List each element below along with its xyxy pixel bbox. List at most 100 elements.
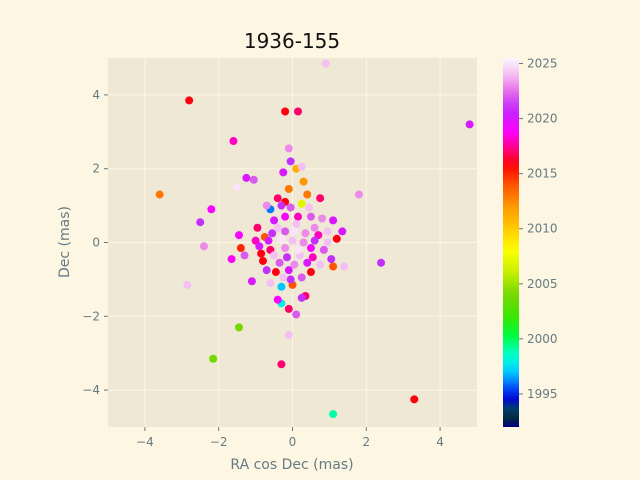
colorbar-tick-label: 2020 bbox=[527, 112, 558, 126]
colorbar-tick-label: 2000 bbox=[527, 332, 558, 346]
data-point bbox=[306, 212, 315, 221]
data-point bbox=[258, 256, 267, 265]
data-point bbox=[236, 244, 245, 253]
data-point bbox=[266, 279, 275, 288]
data-point bbox=[281, 244, 290, 253]
data-point bbox=[155, 190, 164, 199]
data-point bbox=[281, 212, 290, 221]
data-point bbox=[306, 268, 315, 277]
data-point bbox=[319, 245, 328, 254]
data-point bbox=[262, 201, 271, 210]
data-point bbox=[329, 262, 338, 271]
data-point bbox=[323, 227, 332, 236]
data-point bbox=[185, 96, 194, 105]
data-point bbox=[294, 245, 303, 254]
data-point bbox=[275, 258, 284, 267]
data-point bbox=[297, 273, 306, 282]
data-point bbox=[183, 280, 192, 289]
data-point bbox=[316, 194, 325, 203]
data-point bbox=[284, 330, 293, 339]
data-point bbox=[281, 227, 290, 236]
data-point bbox=[286, 275, 295, 284]
data-point bbox=[249, 175, 258, 184]
data-point bbox=[308, 253, 317, 262]
data-point bbox=[282, 253, 291, 262]
colorbar-tick-label: 2005 bbox=[527, 277, 558, 291]
data-point bbox=[277, 201, 286, 210]
data-point bbox=[277, 234, 286, 243]
x-axis-label: RA cos Dec (mas) bbox=[230, 457, 353, 473]
data-point bbox=[227, 255, 236, 264]
y-axis-label: Dec (mas) bbox=[57, 206, 73, 278]
chart-title: 1936-155 bbox=[244, 29, 340, 53]
data-point bbox=[209, 354, 218, 363]
data-point bbox=[207, 205, 216, 214]
data-point bbox=[292, 220, 301, 229]
data-point bbox=[257, 249, 266, 258]
data-point bbox=[301, 229, 310, 238]
data-point bbox=[288, 236, 297, 245]
y-tick-label: 0 bbox=[92, 236, 100, 250]
data-point bbox=[290, 260, 299, 269]
data-point bbox=[294, 107, 303, 116]
data-point bbox=[329, 410, 338, 419]
data-point bbox=[306, 244, 315, 253]
data-point bbox=[279, 273, 288, 282]
data-point bbox=[297, 162, 306, 171]
data-point bbox=[277, 360, 286, 369]
data-point bbox=[329, 216, 338, 225]
data-points bbox=[155, 59, 474, 419]
data-point bbox=[234, 323, 243, 332]
y-tick-label: −2 bbox=[82, 309, 100, 323]
data-point bbox=[242, 173, 251, 182]
data-point bbox=[199, 242, 208, 251]
data-point bbox=[284, 266, 293, 275]
data-point bbox=[299, 177, 308, 186]
data-point bbox=[273, 295, 282, 304]
data-point bbox=[268, 229, 277, 238]
data-point bbox=[305, 203, 314, 212]
data-point bbox=[284, 184, 293, 193]
data-point bbox=[279, 168, 288, 177]
colorbar-tick-label: 2025 bbox=[527, 57, 558, 71]
data-point bbox=[303, 258, 312, 267]
colorbar-ticks: 1995 2000 2005 2010 2015 2020 2025 bbox=[519, 57, 558, 401]
data-point bbox=[273, 194, 282, 203]
data-point bbox=[377, 258, 386, 267]
data-point bbox=[233, 183, 242, 192]
colorbar-tick-label: 1995 bbox=[527, 387, 558, 401]
data-point bbox=[271, 268, 280, 277]
data-point bbox=[292, 310, 301, 319]
data-point bbox=[247, 277, 256, 286]
data-point bbox=[338, 227, 347, 236]
data-point bbox=[286, 203, 295, 212]
y-tick-label: 4 bbox=[92, 88, 100, 102]
x-tick-label: −2 bbox=[210, 435, 228, 449]
data-point bbox=[340, 262, 349, 271]
x-tick-label: 2 bbox=[362, 435, 370, 449]
data-point bbox=[196, 218, 205, 227]
data-point bbox=[310, 236, 319, 245]
data-point bbox=[327, 255, 336, 264]
data-point bbox=[294, 212, 303, 221]
data-point bbox=[303, 190, 312, 199]
data-point bbox=[284, 144, 293, 153]
data-point bbox=[465, 120, 474, 129]
data-point bbox=[286, 157, 295, 166]
data-point bbox=[310, 223, 319, 232]
data-point bbox=[281, 107, 290, 116]
data-point bbox=[297, 293, 306, 302]
data-point bbox=[323, 238, 332, 247]
data-point bbox=[273, 223, 282, 232]
data-point bbox=[255, 242, 264, 251]
data-point bbox=[354, 190, 363, 199]
data-point bbox=[229, 137, 238, 146]
y-tick-label: 2 bbox=[92, 162, 100, 176]
colorbar-tick-label: 2015 bbox=[527, 167, 558, 181]
x-tick-label: −4 bbox=[136, 435, 154, 449]
data-point bbox=[277, 282, 286, 291]
data-point bbox=[284, 304, 293, 313]
data-point bbox=[253, 223, 262, 232]
data-point bbox=[270, 216, 279, 225]
